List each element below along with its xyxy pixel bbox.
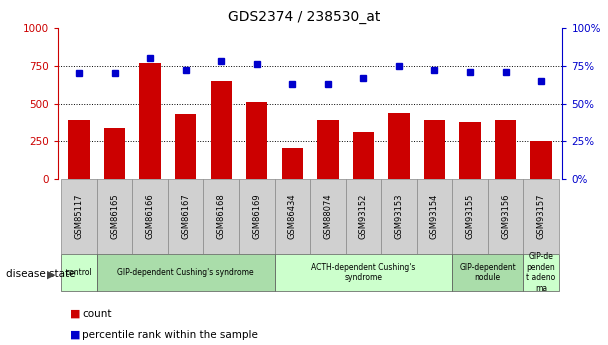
Bar	[275, 254, 452, 291]
Bar	[168, 179, 204, 254]
Bar	[239, 179, 275, 254]
Bar	[139, 62, 161, 179]
Text: GSM85117: GSM85117	[75, 194, 83, 239]
Text: ■: ■	[70, 330, 80, 339]
Text: GSM93157: GSM93157	[537, 194, 545, 239]
Bar	[317, 120, 339, 179]
Text: GSM88074: GSM88074	[323, 194, 333, 239]
Bar	[416, 179, 452, 254]
Bar	[452, 179, 488, 254]
Bar	[204, 179, 239, 254]
Text: GSM86169: GSM86169	[252, 194, 261, 239]
Text: GSM93152: GSM93152	[359, 194, 368, 239]
Text: ■: ■	[70, 309, 80, 319]
Text: GSM93156: GSM93156	[501, 194, 510, 239]
Text: ▶: ▶	[47, 269, 56, 279]
Bar	[381, 179, 416, 254]
Text: GIP-de
penden
t adeno
ma: GIP-de penden t adeno ma	[527, 253, 556, 293]
Bar	[104, 128, 125, 179]
Bar	[345, 179, 381, 254]
Text: disease state: disease state	[6, 269, 75, 279]
Text: GSM86168: GSM86168	[216, 194, 226, 239]
Bar	[310, 179, 345, 254]
Text: GIP-dependent Cushing's syndrome: GIP-dependent Cushing's syndrome	[117, 268, 254, 277]
Bar	[282, 148, 303, 179]
Text: GSM93154: GSM93154	[430, 194, 439, 239]
Bar	[530, 141, 551, 179]
Text: count: count	[82, 309, 112, 319]
Text: GDS2374 / 238530_at: GDS2374 / 238530_at	[228, 10, 380, 24]
Bar	[495, 120, 516, 179]
Bar	[459, 122, 481, 179]
Text: GSM93155: GSM93155	[466, 194, 474, 239]
Bar	[61, 179, 97, 254]
Bar	[97, 179, 133, 254]
Bar	[488, 179, 523, 254]
Bar	[97, 254, 275, 291]
Bar	[424, 120, 445, 179]
Bar	[353, 132, 374, 179]
Bar	[69, 120, 90, 179]
Bar	[523, 179, 559, 254]
Text: GSM86166: GSM86166	[146, 194, 154, 239]
Text: GIP-dependent
nodule: GIP-dependent nodule	[460, 263, 516, 282]
Bar	[175, 114, 196, 179]
Text: GSM86167: GSM86167	[181, 194, 190, 239]
Bar	[133, 179, 168, 254]
Bar	[246, 102, 268, 179]
Text: percentile rank within the sample: percentile rank within the sample	[82, 330, 258, 339]
Text: GSM86165: GSM86165	[110, 194, 119, 239]
Bar	[389, 112, 410, 179]
Bar	[61, 254, 97, 291]
Text: GSM93153: GSM93153	[395, 194, 404, 239]
Bar	[452, 254, 523, 291]
Text: control: control	[66, 268, 92, 277]
Bar	[275, 179, 310, 254]
Text: ACTH-dependent Cushing's
syndrome: ACTH-dependent Cushing's syndrome	[311, 263, 416, 282]
Text: GSM86434: GSM86434	[288, 194, 297, 239]
Bar	[523, 254, 559, 291]
Bar	[210, 81, 232, 179]
